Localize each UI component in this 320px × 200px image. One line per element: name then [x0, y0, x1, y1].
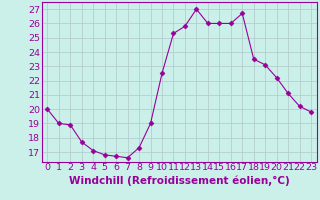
X-axis label: Windchill (Refroidissement éolien,°C): Windchill (Refroidissement éolien,°C): [69, 175, 290, 186]
